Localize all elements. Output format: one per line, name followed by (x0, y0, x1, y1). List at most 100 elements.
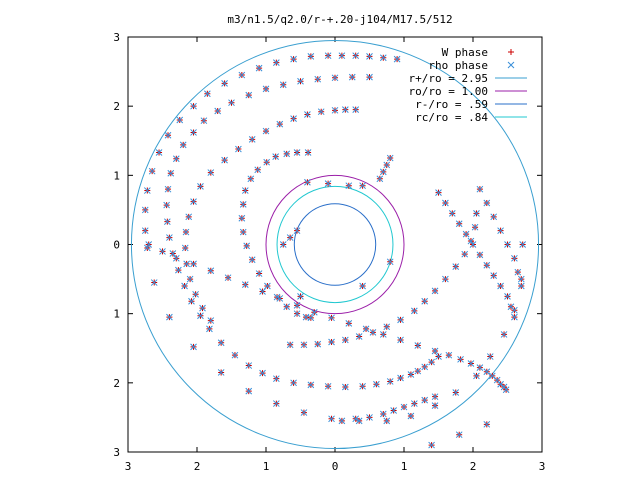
x-tick-label: 1 (263, 460, 270, 473)
rho-phase-point (352, 106, 360, 113)
rho-phase-point (293, 310, 301, 318)
rho-phase-point (199, 304, 206, 312)
y-tick-label: 2 (113, 100, 120, 113)
x-tick-label: 2 (470, 460, 477, 473)
rho-phase-point (307, 381, 315, 389)
rho-phase-point (359, 382, 366, 390)
rho-phase-point (379, 331, 387, 338)
rho-phase-point (192, 290, 199, 298)
rho-phase-point (467, 360, 475, 367)
rho-phase-point (262, 127, 270, 135)
rho-phase-point (185, 213, 193, 221)
rho-phase-point (407, 371, 415, 378)
rho-phase-point (517, 275, 525, 283)
rho-phase-point (272, 153, 280, 161)
rho-phase-point (397, 316, 404, 324)
rho-phase-point (397, 374, 404, 382)
y-axis-ticks: 3 2 1 0 1 2 3 (113, 31, 542, 459)
rho-phase-point (341, 383, 349, 391)
rho-phase-point (182, 228, 190, 236)
rho-phase-point (255, 270, 263, 277)
rho-phase-point (421, 363, 429, 371)
rho-phase-point (293, 302, 301, 309)
rho-phase-point (264, 282, 271, 290)
rho-phase-point (383, 323, 391, 331)
rho-phase-point (307, 53, 315, 60)
rho-phase-point (286, 341, 294, 349)
rho-phase-point (483, 261, 491, 269)
legend-r-minus-label: r-/ro = .59 (415, 98, 488, 111)
x-tick-label: 3 (125, 460, 132, 473)
rho-phase-point (457, 355, 464, 363)
rho-phase-point (497, 282, 504, 290)
rho-phase-point (331, 74, 339, 82)
rho-phase-point (338, 52, 346, 60)
rho-phase-point (190, 129, 197, 136)
chart-title: m3/n1.5/q2.0/r-+.20-j104/M17.5/512 (227, 13, 452, 26)
rho-phase-point (362, 325, 370, 333)
rho-phase-point (239, 228, 247, 236)
rho-phase-point (248, 256, 256, 264)
rho-phase-point (304, 149, 312, 156)
rho-phase-point (175, 266, 182, 274)
rho-phase-point (359, 182, 366, 190)
rho-phase-point (150, 279, 158, 286)
rho-phase-point (448, 210, 456, 217)
rho-phase-point (476, 185, 484, 193)
rho-phase-point (314, 340, 322, 348)
rho-phase-point (519, 241, 527, 248)
y-tick-label: 0 (113, 239, 120, 252)
rho-phase-point (166, 313, 173, 321)
rho-phase-point (421, 297, 429, 305)
rho-phase-point (263, 158, 271, 166)
rho-phase-point (310, 308, 318, 316)
rho-phase-point (164, 131, 172, 139)
rho-phase-point (507, 61, 515, 69)
rho-phase-point (283, 150, 291, 158)
x-tick-label: 2 (194, 460, 201, 473)
rho-phase-point (410, 307, 418, 315)
rho-phase-point (255, 64, 263, 72)
rho-phase-point (272, 400, 280, 407)
rho-phase-point (431, 402, 439, 410)
y-tick-label: 3 (113, 446, 120, 459)
data-points (141, 52, 527, 449)
rho-phase-point (245, 362, 253, 369)
rho-phase-point (473, 210, 480, 217)
rho-phase-point (190, 198, 197, 205)
rho-phase-point (239, 201, 247, 208)
rho-phase-point (400, 403, 408, 411)
rho-phase-point (490, 272, 498, 279)
y-tick-label: 3 (113, 31, 120, 44)
x-tick-label: 0 (332, 460, 339, 473)
rho-phase-point (141, 206, 149, 214)
rho-phase-point (228, 99, 235, 107)
rho-phase-point (304, 111, 311, 118)
rho-phase-point (186, 275, 194, 283)
rho-phase-point (345, 319, 353, 327)
legend-r-plus-label: r+/ro = 2.95 (409, 72, 488, 85)
rho-phase-point (452, 263, 460, 270)
rho-phase-point (272, 375, 280, 383)
legend-w-phase-label: W phase (442, 46, 488, 59)
rho-phase-point (386, 258, 394, 266)
reference-circle (265, 174, 405, 315)
rho-phase-point (504, 293, 511, 300)
rho-phase-point (231, 351, 239, 359)
rho-phase-point (143, 244, 151, 252)
rho-phase-point (383, 161, 391, 169)
rho-phase-point (241, 187, 249, 194)
rho-phase-point (143, 187, 151, 194)
rho-phase-point (328, 338, 335, 346)
rho-phase-point (224, 274, 232, 282)
rho-phase-point (300, 409, 308, 416)
rho-phase-point (414, 342, 422, 349)
rho-phase-point (214, 107, 222, 115)
rho-phase-point (462, 230, 470, 238)
rho-phase-point (483, 368, 491, 376)
rho-phase-point (159, 248, 166, 255)
rho-phase-point (369, 328, 377, 336)
rho-phase-point (164, 185, 172, 193)
rho-phase-point (455, 220, 463, 228)
rho-phase-point (190, 260, 197, 268)
